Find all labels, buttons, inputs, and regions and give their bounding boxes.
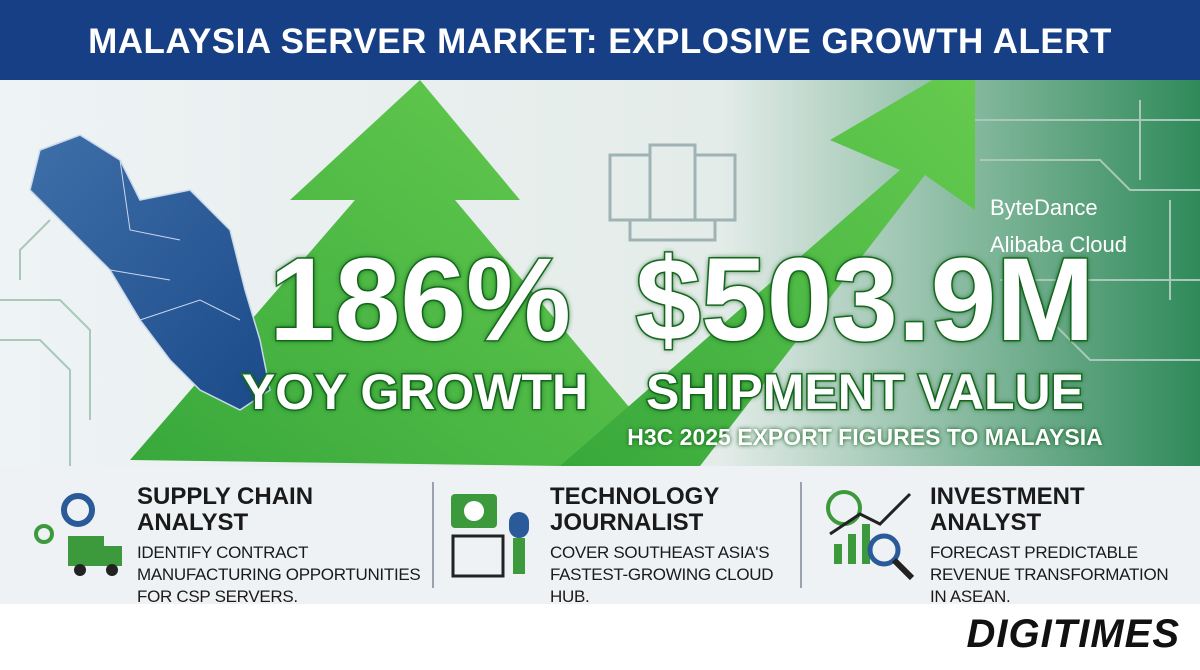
header-band	[0, 0, 1200, 80]
stat-value: 186%	[268, 234, 573, 367]
partner-logo: ByteDance	[990, 195, 1098, 220]
stat-label: SHIPMENT VALUE	[645, 363, 1086, 422]
circuit-lines	[0, 100, 1200, 466]
page-title: MALAYSIA SERVER MARKET: EXPLOSIVE GROWTH…	[88, 22, 1112, 61]
supply-chain-icon	[34, 493, 122, 576]
audience-panel	[0, 466, 1200, 604]
audience-description: FORECAST PREDICTABLE REVENUE TRANSFORMAT…	[930, 543, 1169, 606]
audience-title: SUPPLY CHAIN ANALYST	[137, 483, 314, 536]
green-arrow-front	[560, 80, 975, 466]
audience-description: COVER SOUTHEAST ASIA'S FASTEST-GROWING C…	[550, 543, 774, 606]
source-note: H3C 2025 EXPORT FIGURES TO MALAYSIA	[627, 424, 1103, 450]
brand-logo: DIGITIMES	[966, 612, 1180, 656]
audience-title: TECHNOLOGY JOURNALIST	[550, 483, 719, 536]
audience-title: INVESTMENT ANALYST	[930, 483, 1085, 536]
stat-value: $503.9M	[634, 234, 1096, 367]
divider	[432, 482, 434, 588]
divider	[800, 482, 802, 588]
investment-icon	[826, 490, 915, 581]
stat-label: YOY GROWTH	[240, 363, 589, 422]
malaysia-map	[29, 134, 271, 411]
map-borders	[109, 159, 241, 321]
journalist-icon	[451, 494, 529, 578]
partner-logo: Alibaba Cloud	[990, 232, 1127, 257]
audience-description: IDENTIFY CONTRACT MANUFACTURING OPPORTUN…	[137, 543, 421, 606]
hero-illustration	[0, 80, 1200, 466]
server-icon	[608, 143, 737, 242]
